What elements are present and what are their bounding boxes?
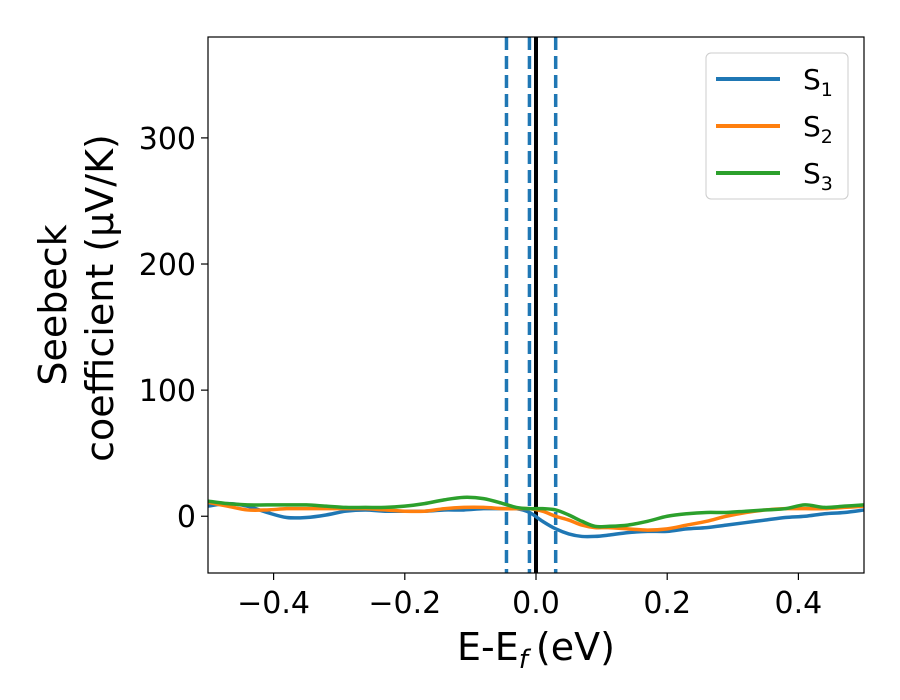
x-tick-label: 0.4 (775, 586, 823, 621)
x-axis-title: E-Ef (eV) (457, 625, 615, 675)
series-line-s3 (208, 495, 864, 529)
x-axis-ticks: −0.4 −0.2 0.0 0.2 0.4 (237, 573, 822, 621)
y-axis-title-line2: coefficient (μV/K) (78, 134, 122, 462)
x-tick-label: 0.0 (512, 586, 560, 621)
x-axis-title-subscript: f (519, 645, 532, 675)
x-tick-label: −0.4 (237, 586, 310, 621)
y-tick-label: 300 (139, 122, 196, 157)
x-axis-title-main: E-E (457, 625, 519, 669)
series-line-s1 (208, 501, 864, 539)
legend-label-s1: S1 (803, 63, 833, 101)
x-tick-label: 0.2 (643, 586, 691, 621)
x-tick-label: −0.2 (368, 586, 441, 621)
y-axis-ticks: 0 100 200 300 (139, 122, 208, 535)
legend-label-s2: S2 (803, 110, 833, 148)
legend: S1 S2 S3 (705, 52, 849, 200)
x-axis-title-unit: (eV) (536, 625, 615, 669)
legend-label-s3: S3 (803, 157, 833, 195)
y-tick-label: 200 (139, 248, 196, 283)
y-tick-label: 0 (177, 500, 196, 535)
y-tick-label: 100 (139, 374, 196, 409)
reference-lines (504, 37, 558, 573)
series-lines (208, 495, 864, 539)
y-axis-title-line1: Seebeck (31, 224, 75, 385)
